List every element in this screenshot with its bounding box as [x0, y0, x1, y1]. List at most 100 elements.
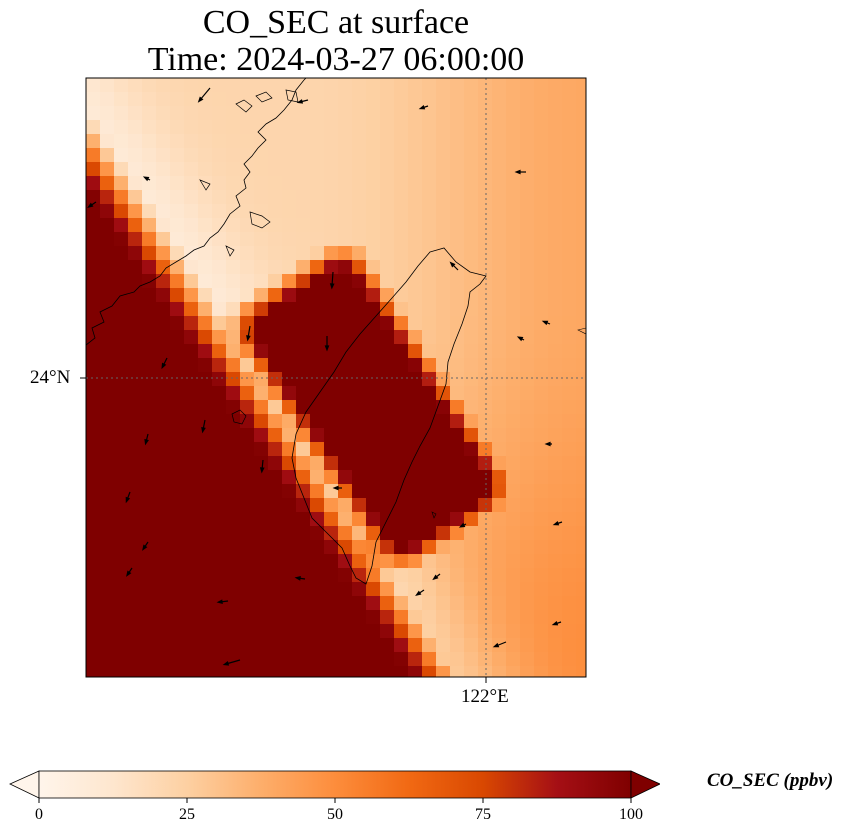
field-cell [366, 372, 381, 387]
field-cell [128, 176, 143, 191]
field-cell [450, 120, 465, 135]
field-cell [254, 358, 269, 373]
field-cell [478, 232, 493, 247]
field-cell [394, 512, 409, 527]
field-cell [142, 484, 157, 499]
field-cell [142, 372, 157, 387]
field-cell [520, 540, 535, 555]
field-cell [520, 372, 535, 387]
field-cell [226, 596, 241, 611]
field-cell [478, 274, 493, 289]
field-cell [142, 428, 157, 443]
field-cell [422, 218, 437, 233]
field-cell [254, 470, 269, 485]
field-cell [282, 92, 297, 107]
field-cell [464, 134, 479, 149]
field-cell [436, 204, 451, 219]
field-cell [408, 302, 423, 317]
field-cell [450, 512, 465, 527]
field-cell [282, 498, 297, 513]
field-cell [170, 358, 185, 373]
field-cell [142, 78, 157, 93]
field-cell [422, 302, 437, 317]
field-cell [142, 512, 157, 527]
field-cell [534, 386, 549, 401]
field-cell [380, 288, 395, 303]
field-cell [408, 498, 423, 513]
field-cell [184, 106, 199, 121]
field-cell [212, 246, 227, 261]
field-cell [380, 386, 395, 401]
field-cell [506, 78, 521, 93]
field-cell [548, 176, 563, 191]
field-cell [450, 666, 465, 677]
field-cell [464, 526, 479, 541]
lat-label-24N: 24°N [30, 367, 71, 388]
field-cell [310, 400, 325, 415]
field-cell [562, 610, 577, 625]
field-cell [394, 484, 409, 499]
field-cell [520, 456, 535, 471]
field-cell [478, 190, 493, 205]
field-cell [156, 106, 171, 121]
field-cell [100, 148, 115, 163]
field-cell [548, 120, 563, 135]
field-cell [310, 610, 325, 625]
field-cell [394, 316, 409, 331]
field-cell [506, 246, 521, 261]
field-cell [86, 148, 101, 163]
field-cell [142, 568, 157, 583]
field-cell [240, 666, 255, 677]
field-cell [226, 442, 241, 457]
colorbar-tick-50: 50 [327, 806, 343, 823]
field-cell [184, 344, 199, 359]
field-cell [352, 582, 367, 597]
field-cell [212, 330, 227, 345]
field-cell [268, 610, 283, 625]
field-cell [282, 456, 297, 471]
field-cell [170, 582, 185, 597]
field-cell [100, 232, 115, 247]
field-cell [562, 176, 577, 191]
field-cell [100, 260, 115, 275]
field-cell [534, 610, 549, 625]
field-cell [450, 176, 465, 191]
field-cell [128, 358, 143, 373]
field-cell [310, 498, 325, 513]
field-cell [562, 78, 577, 93]
field-cell [450, 92, 465, 107]
field-cell [422, 316, 437, 331]
field-cell [128, 624, 143, 639]
field-cell [114, 246, 129, 261]
field-cell [296, 274, 311, 289]
field-cell [268, 260, 283, 275]
field-cell [114, 134, 129, 149]
field-cell [156, 78, 171, 93]
field-cell [576, 386, 586, 401]
field-cell [562, 120, 577, 135]
field-cell [394, 190, 409, 205]
field-cell [506, 442, 521, 457]
field-cell [366, 652, 381, 667]
field-cell [282, 232, 297, 247]
field-cell [436, 218, 451, 233]
field-cell [450, 610, 465, 625]
field-cell [268, 134, 283, 149]
field-cell [492, 526, 507, 541]
field-cell [408, 92, 423, 107]
field-cell [310, 204, 325, 219]
field-cell [520, 582, 535, 597]
field-cell [394, 260, 409, 275]
field-cell [310, 386, 325, 401]
field-cell [408, 610, 423, 625]
field-cell [184, 176, 199, 191]
field-cell [492, 190, 507, 205]
field-cell [324, 540, 339, 555]
field-cell [310, 176, 325, 191]
field-cell [338, 78, 353, 93]
field-cell [492, 540, 507, 555]
field-cell [198, 386, 213, 401]
field-cell [128, 638, 143, 653]
field-cell [156, 554, 171, 569]
field-cell [170, 638, 185, 653]
